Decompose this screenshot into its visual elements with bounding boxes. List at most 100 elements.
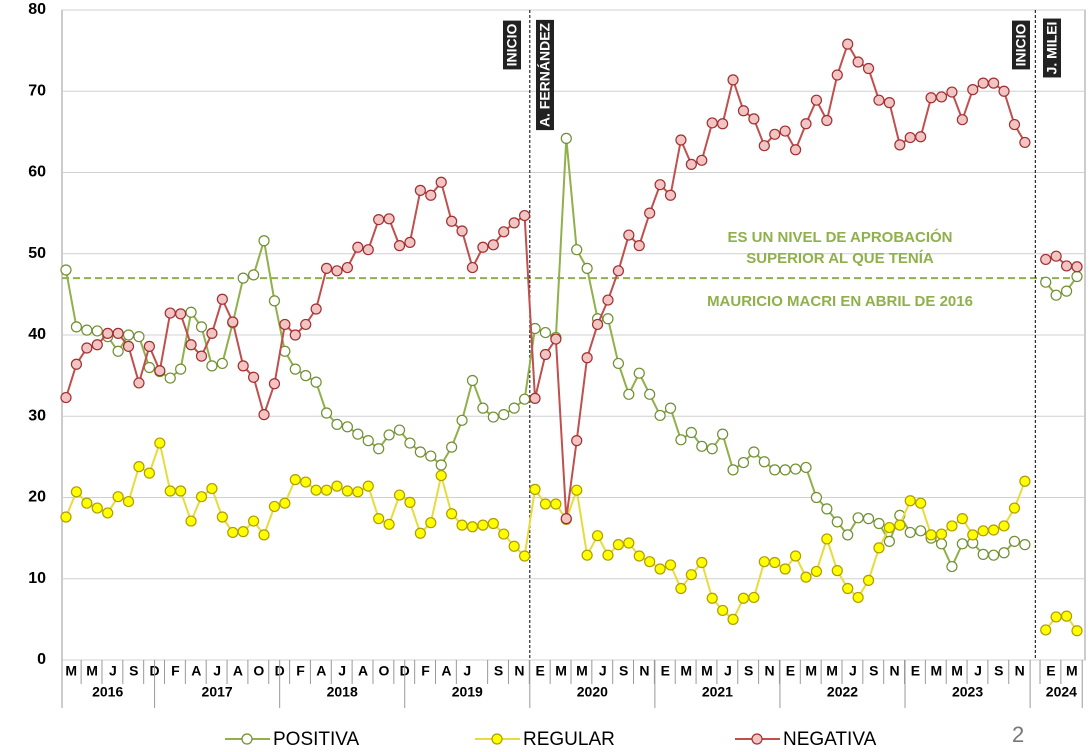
point [1060, 285, 1073, 297]
point [1008, 535, 1021, 547]
x-tick-label: E [661, 663, 670, 679]
x-tick-label: J [849, 663, 857, 679]
point [393, 424, 406, 436]
point [414, 527, 426, 539]
point [164, 307, 176, 319]
point [581, 352, 593, 364]
point [466, 261, 479, 274]
point [341, 261, 354, 274]
point [539, 498, 552, 510]
x-tick-label: N [514, 663, 524, 679]
point [862, 574, 875, 586]
legend-marker [491, 733, 503, 745]
x-tick-label: S [494, 663, 503, 679]
point [122, 329, 135, 341]
annotation: MAURICIO MACRI EN ABRIL DE 2016 [707, 293, 973, 310]
event-label-bg [536, 19, 554, 131]
year-label: 2023 [952, 684, 983, 700]
point [414, 446, 426, 458]
point [112, 327, 124, 339]
point [769, 464, 781, 476]
point [591, 318, 604, 331]
point [977, 548, 989, 560]
point [654, 409, 666, 422]
point [289, 474, 301, 486]
point [800, 118, 812, 130]
point [956, 538, 968, 550]
point [1071, 270, 1083, 283]
point [821, 533, 833, 545]
point [1050, 611, 1062, 623]
point [664, 559, 677, 571]
point [237, 526, 249, 538]
point [466, 374, 479, 387]
point [873, 94, 885, 106]
point [862, 62, 875, 75]
year-label: 2016 [92, 684, 123, 700]
point [758, 456, 770, 468]
point [883, 97, 895, 109]
point [915, 131, 927, 143]
point [258, 409, 270, 421]
point [133, 377, 145, 389]
point [60, 264, 72, 276]
point [1071, 261, 1083, 273]
point [602, 294, 614, 306]
point [800, 571, 812, 583]
point [998, 85, 1010, 97]
point [789, 463, 802, 475]
point [81, 324, 93, 336]
point [967, 529, 979, 541]
x-tick-label: J [599, 663, 607, 679]
point [894, 139, 906, 151]
point [748, 591, 760, 604]
point [873, 542, 885, 554]
point [268, 500, 281, 513]
point [81, 497, 93, 509]
x-tick-label: F [171, 663, 180, 679]
point [362, 435, 374, 447]
point [1008, 118, 1021, 131]
point [946, 520, 958, 532]
point [91, 325, 103, 337]
x-tick-label: F [296, 663, 305, 679]
point [1071, 625, 1083, 637]
point [842, 529, 854, 541]
point [685, 569, 697, 581]
x-tick-label: N [1015, 663, 1025, 679]
point [435, 459, 447, 471]
point [821, 503, 833, 515]
point [956, 114, 968, 126]
point [425, 189, 437, 201]
point [727, 613, 739, 625]
x-tick-label: A [441, 663, 451, 679]
point [508, 402, 520, 414]
annotation: SUPERIOR AL QUE TENÍA [746, 250, 934, 267]
point [1019, 475, 1031, 487]
point [1019, 136, 1031, 149]
point [623, 537, 635, 549]
point [779, 563, 791, 575]
point [789, 144, 802, 156]
event-label-bg [503, 20, 521, 70]
year-label: 2021 [702, 684, 733, 700]
point [206, 482, 218, 495]
point [237, 272, 249, 284]
event-label-text: A. FERNÁNDEZ [537, 22, 553, 127]
point [60, 391, 72, 404]
point [664, 402, 677, 414]
point [227, 316, 239, 328]
y-tick-label: 60 [28, 164, 46, 181]
x-tick-label: N [639, 663, 649, 679]
point [112, 345, 124, 357]
point [560, 513, 572, 525]
x-tick-label: A [233, 663, 243, 679]
point [352, 428, 364, 440]
point [717, 118, 729, 130]
point [529, 483, 541, 495]
point [300, 370, 312, 382]
point [518, 393, 531, 405]
x-tick-label: J [213, 663, 221, 679]
point [633, 240, 645, 252]
point [1040, 624, 1052, 636]
